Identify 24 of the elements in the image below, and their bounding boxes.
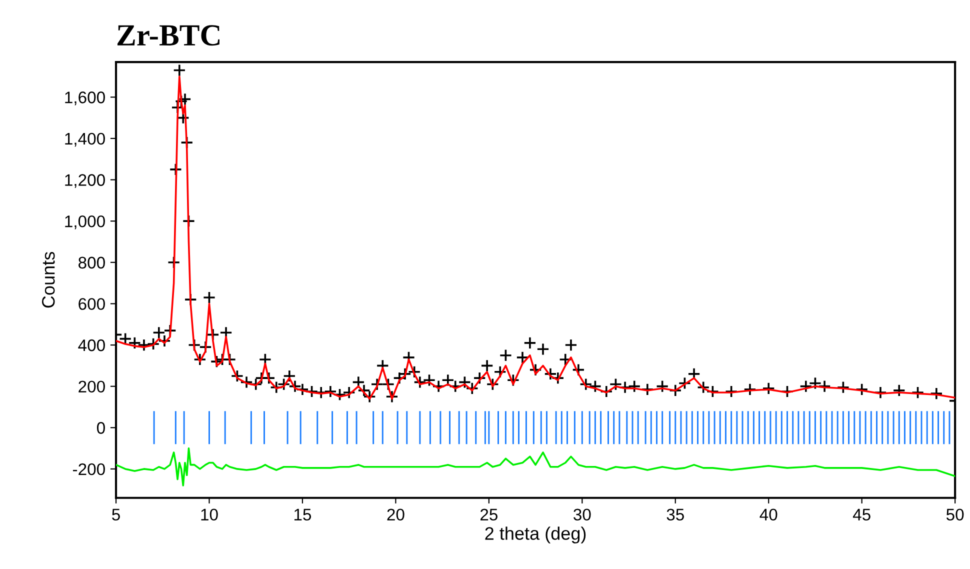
x-tick-label: 40 [760,508,778,521]
x-tick-label: 50 [946,508,964,521]
y-tick-label: 600 [78,298,105,310]
x-tick-label: 45 [852,508,870,521]
y-axis-title: Counts [42,252,55,308]
y-tick-label: 1,000 [65,215,105,230]
y-tick-label: 200 [78,380,105,393]
x-tick-label: 15 [294,508,312,521]
chart-title: Zr-BTC [117,25,220,46]
line-series [116,447,956,486]
x-tick-label: 35 [666,508,684,521]
y-tick-label: 1,400 [65,132,105,147]
x-axis-title: 2 theta (deg) [485,526,586,544]
x-tick-label: 10 [201,508,218,521]
y-tick-label: 1,600 [65,92,105,106]
x-tick-label: 30 [574,508,591,521]
x-tick-label: 20 [387,508,404,521]
y-tick-label: 400 [78,339,105,352]
x-tick-label: 25 [480,508,498,521]
y-tick-label: 0 [96,422,105,434]
y-tick-label: 1,200 [65,174,105,188]
y-tick-label: 800 [78,256,105,269]
x-tick-label: 5 [112,508,120,521]
y-tick-label: -200 [72,463,105,476]
